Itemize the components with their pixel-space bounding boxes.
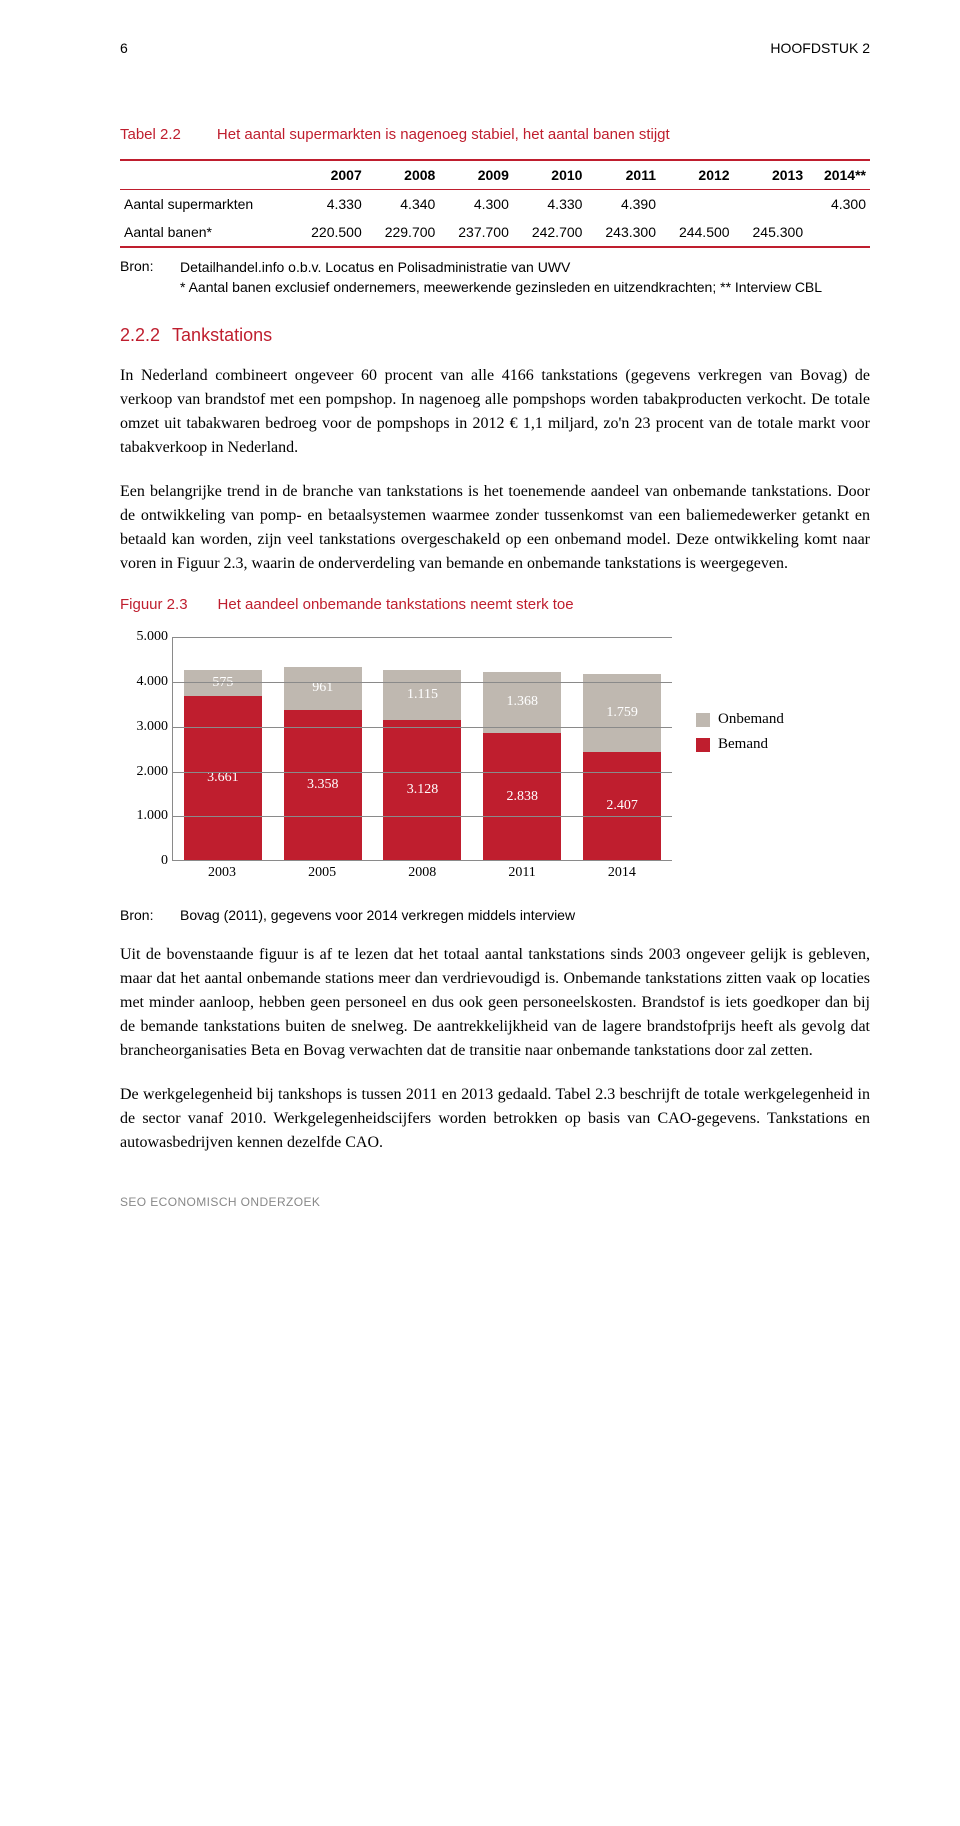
bar-segment-onbemand: 961 (284, 667, 362, 710)
chart-bars: 5753.661 9613.358 1.1153.128 1.3682.838 1.75… (173, 637, 672, 860)
closing-para-1: Uit de bovenstaande figuur is af te leze… (120, 943, 870, 1063)
bar-segment-onbemand: 1.115 (383, 670, 461, 720)
table-cell: 220.500 (292, 218, 366, 247)
table-col-header: 2010 (513, 160, 587, 190)
table-cell: 242.700 (513, 218, 587, 247)
chart-gridline (173, 637, 672, 638)
chart-gridline (173, 816, 672, 817)
chart-bar-column: 1.3682.838 (483, 637, 561, 860)
figure-2-3-chart-wrapper: 5753.661 9613.358 1.1153.128 1.3682.838 1.75… (120, 631, 870, 891)
chart-y-tick: 3.000 (120, 719, 168, 735)
legend-label-onbemand: Onbemand (718, 711, 784, 728)
section-title: Tankstations (172, 325, 272, 346)
chart-bar-column: 9613.358 (284, 637, 362, 860)
chart-bar-column: 5753.661 (184, 637, 262, 860)
table-col-header: 2011 (586, 160, 660, 190)
source-label: Bron: (120, 258, 164, 297)
chart-y-tick: 5.000 (120, 629, 168, 645)
table-cell: 237.700 (439, 218, 513, 247)
chapter-label: HOOFDSTUK 2 (770, 40, 870, 56)
bar-segment-bemand: 3.358 (284, 710, 362, 860)
legend-bemand: Bemand (696, 736, 784, 753)
table-2-2: 20072008200920102011201220132014** Aanta… (120, 159, 870, 248)
figure-2-3-source-text: Bovag (2011), gegevens voor 2014 verkreg… (180, 907, 575, 923)
table-col-header: 2012 (660, 160, 734, 190)
table-cell (807, 218, 870, 247)
figure-2-3-title: Het aandeel onbemande tankstations neemt… (218, 596, 574, 613)
table-col-header: 2007 (292, 160, 366, 190)
table-col-header: 2009 (439, 160, 513, 190)
figure-2-3-source: Bron: Bovag (2011), gegevens voor 2014 v… (120, 907, 870, 923)
chart-x-tick: 2014 (608, 865, 636, 881)
table-cell: 4.330 (513, 190, 587, 219)
chart-x-tick: 2005 (308, 865, 336, 881)
section-2-2-2-heading: 2.2.2 Tankstations (120, 325, 870, 346)
legend-onbemand: Onbemand (696, 711, 784, 728)
closing-para-2: De werkgelegenheid bij tankshops is tuss… (120, 1083, 870, 1155)
bar-segment-onbemand: 575 (184, 670, 262, 696)
chart-gridline (173, 682, 672, 683)
table-cell: 244.500 (660, 218, 734, 247)
table-col-header: 2014** (807, 160, 870, 190)
table-row: Aantal supermarkten4.3304.3404.3004.3304… (120, 190, 870, 219)
table-2-2-header-row: 20072008200920102011201220132014** (120, 160, 870, 190)
source-label: Bron: (120, 907, 164, 923)
table-2-2-title: Het aantal supermarkten is nagenoeg stab… (217, 126, 670, 143)
table-2-2-source-line2: * Aantal banen exclusief ondernemers, me… (180, 278, 822, 298)
bar-segment-bemand: 2.407 (583, 752, 661, 860)
bar-segment-onbemand: 1.368 (483, 672, 561, 733)
table-cell (660, 190, 734, 219)
bar-segment-bemand: 2.838 (483, 733, 561, 860)
figure-2-3-chart: 5753.661 9613.358 1.1153.128 1.3682.838 1.75… (120, 631, 680, 891)
legend-label-bemand: Bemand (718, 736, 768, 753)
table-cell: 4.300 (807, 190, 870, 219)
chart-gridline (173, 772, 672, 773)
chart-y-tick: 2.000 (120, 764, 168, 780)
bar-segment-bemand: 3.661 (184, 696, 262, 860)
footer-brand: SEO ECONOMISCH ONDERZOEK (120, 1195, 320, 1209)
table-2-2-caption: Tabel 2.2 Het aantal supermarkten is nag… (120, 126, 870, 143)
bar-segment-onbemand: 1.759 (583, 674, 661, 753)
table-cell: 243.300 (586, 218, 660, 247)
chart-bar-column: 1.1153.128 (383, 637, 461, 860)
row-label: Aantal banen* (120, 218, 292, 247)
chart-plot-area: 5753.661 9613.358 1.1153.128 1.3682.838 1.75… (172, 637, 672, 861)
chart-x-labels: 2003 2005 2008 2011 2014 (172, 865, 672, 881)
legend-swatch-onbemand (696, 713, 710, 727)
table-row: Aantal banen*220.500229.700237.700242.70… (120, 218, 870, 247)
chart-y-tick: 0 (120, 853, 168, 869)
table-cell: 4.340 (366, 190, 440, 219)
chart-x-tick: 2003 (208, 865, 236, 881)
page: 6 HOOFDSTUK 2 Tabel 2.2 Het aantal super… (0, 0, 960, 1235)
table-2-2-label: Tabel 2.2 (120, 126, 181, 143)
figure-2-3-label: Figuur 2.3 (120, 596, 188, 613)
table-2-2-source: Bron: Detailhandel.info o.b.v. Locatus e… (120, 258, 870, 297)
table-cell (734, 190, 808, 219)
chart-x-tick: 2008 (408, 865, 436, 881)
section-number: 2.2.2 (120, 325, 160, 346)
figure-2-3-caption: Figuur 2.3 Het aandeel onbemande tanksta… (120, 596, 870, 613)
table-2-2-source-line1: Detailhandel.info o.b.v. Locatus en Poli… (180, 258, 822, 278)
table-col-header: 2013 (734, 160, 808, 190)
table-col-header: 2008 (366, 160, 440, 190)
legend-swatch-bemand (696, 738, 710, 752)
chart-x-tick: 2011 (508, 865, 535, 881)
table-cell: 245.300 (734, 218, 808, 247)
page-header: 6 HOOFDSTUK 2 (120, 40, 870, 56)
bar-segment-bemand: 3.128 (383, 720, 461, 860)
page-number: 6 (120, 40, 128, 56)
table-cell: 4.300 (439, 190, 513, 219)
chart-y-tick: 4.000 (120, 674, 168, 690)
chart-gridline (173, 727, 672, 728)
table-cell: 4.390 (586, 190, 660, 219)
table-cell: 229.700 (366, 218, 440, 247)
chart-bar-column: 1.7592.407 (583, 637, 661, 860)
table-cell: 4.330 (292, 190, 366, 219)
chart-y-tick: 1.000 (120, 808, 168, 824)
section-2-2-2-para-2: Een belangrijke trend in de branche van … (120, 480, 870, 576)
chart-legend: Onbemand Bemand (696, 711, 784, 761)
row-label: Aantal supermarkten (120, 190, 292, 219)
table-col-header (120, 160, 292, 190)
section-2-2-2-para-1: In Nederland combineert ongeveer 60 proc… (120, 364, 870, 460)
